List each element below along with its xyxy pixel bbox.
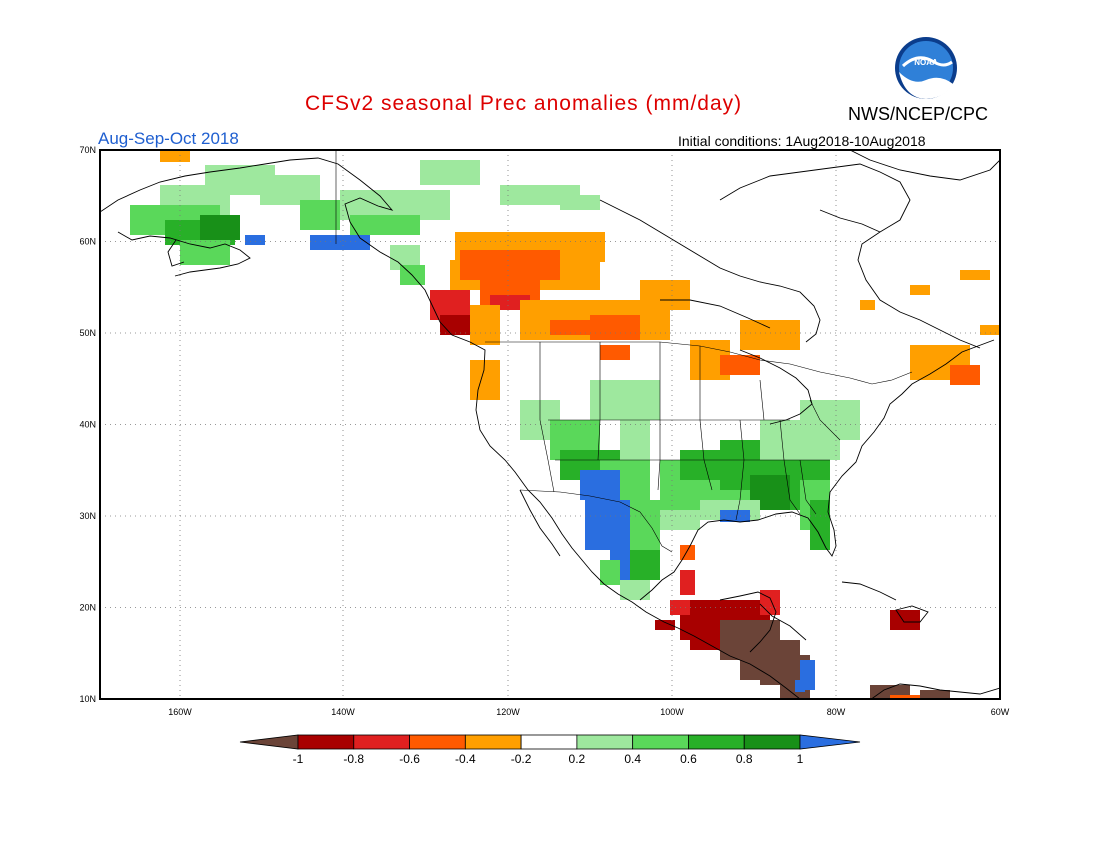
latitude-labels: 70N 60N 50N 40N 30N 20N 10N [79,145,96,704]
agency-label: NWS/NCEP/CPC [848,104,988,124]
logo-text: NOAA [914,58,938,67]
anomaly-cell [600,345,630,360]
lat-label: 50N [79,328,96,338]
lon-label: 100W [660,707,684,717]
anomaly-cell [800,400,860,440]
colorbar-label: -0.4 [455,752,476,766]
anomaly-cell [470,305,500,345]
lon-label: 160W [168,707,192,717]
colorbar-label: -0.2 [511,752,532,766]
colorbar-label: 0.8 [736,752,753,766]
anomaly-cell [630,500,660,550]
anomaly-cell [980,325,1000,335]
colorbar-segment [632,734,689,750]
colorbar-segment [688,734,745,750]
anomaly-cell [960,270,990,280]
anomaly-cell [300,200,340,230]
map-frame [99,149,1001,700]
anomaly-cell [550,320,590,335]
anomaly-cell [680,545,695,560]
colorbar-max-arrow [799,734,861,750]
colorbar-label: 0.2 [569,752,586,766]
anomaly-cell [890,695,920,699]
coastlines [100,150,1000,699]
anomaly-cell [590,315,640,340]
map-panel [99,149,1001,700]
political-borders [335,150,913,553]
lon-label: 80W [827,707,846,717]
lat-label: 20N [79,603,96,613]
initial-conditions: Initial conditions: 1Aug2018-10Aug2018 [678,133,926,149]
anomaly-cell [660,510,700,530]
colorbar-label: -0.8 [343,752,364,766]
anomaly-cell [590,380,660,420]
anomaly-cell [760,590,780,615]
colorbar-label: -1 [293,752,304,766]
anomaly-cell [160,150,190,162]
colorbar-label: 0.6 [680,752,697,766]
anomaly-cell [720,355,760,375]
anomaly-cell [560,195,600,210]
anomaly-cell [350,215,420,235]
colorbar-segment [409,734,466,750]
season-label: Aug-Sep-Oct 2018 [98,129,239,148]
anomaly-cell [460,250,560,280]
colorbar-segment [520,734,578,750]
colorbar-segment [743,734,801,750]
lon-label: 140W [331,707,355,717]
lat-label: 40N [79,420,96,430]
anomaly-cell [420,160,480,185]
anomaly-cell [640,280,690,310]
anomaly-cell [600,560,620,585]
lat-label: 30N [79,511,96,521]
colorbar-label: -0.6 [399,752,420,766]
lat-label: 60N [79,237,96,247]
lon-label: 60W [991,707,1010,717]
anomaly-cell [180,240,230,265]
anomaly-cell [740,320,800,350]
anomaly-cell [245,235,265,245]
anomaly-cell [200,215,240,240]
anomaly-cell [655,620,675,630]
colorbar-label: 1 [797,752,804,766]
anomaly-cell [950,365,980,385]
anomaly-cell [620,420,650,460]
colorbar-segment [464,734,522,750]
longitude-labels: 160W 140W 120W 100W 80W 60W [168,707,1010,717]
anomaly-cell [310,235,370,250]
anomaly-cell [890,610,920,630]
lon-label: 120W [496,707,520,717]
lat-label: 10N [79,694,96,704]
colorbar: -1 -0.8 -0.6 -0.4 -0.2 0.2 0.4 0.6 0.8 1 [239,734,861,766]
noaa-logo: NOAA [895,37,957,99]
anomaly-cell [470,360,500,400]
colorbar-segment [353,734,410,750]
anomaly-layer [130,150,1000,699]
colorbar-label: 0.4 [624,752,641,766]
anomaly-cell [920,690,950,699]
anomaly-cell [680,570,695,595]
colorbar-segment [297,734,355,750]
anomaly-cell [600,480,620,500]
colorbar-min-arrow [239,734,299,750]
anomaly-cell [860,300,875,310]
anomaly-cell [585,500,630,550]
anomaly-cell [910,285,930,295]
anomaly-cell [795,680,805,692]
figure-title: CFSv2 seasonal Prec anomalies (mm/day) [305,92,742,115]
colorbar-segment [576,734,634,750]
lat-label: 70N [79,145,96,155]
anomaly-cell [630,550,660,580]
anomaly-cell [620,580,650,600]
